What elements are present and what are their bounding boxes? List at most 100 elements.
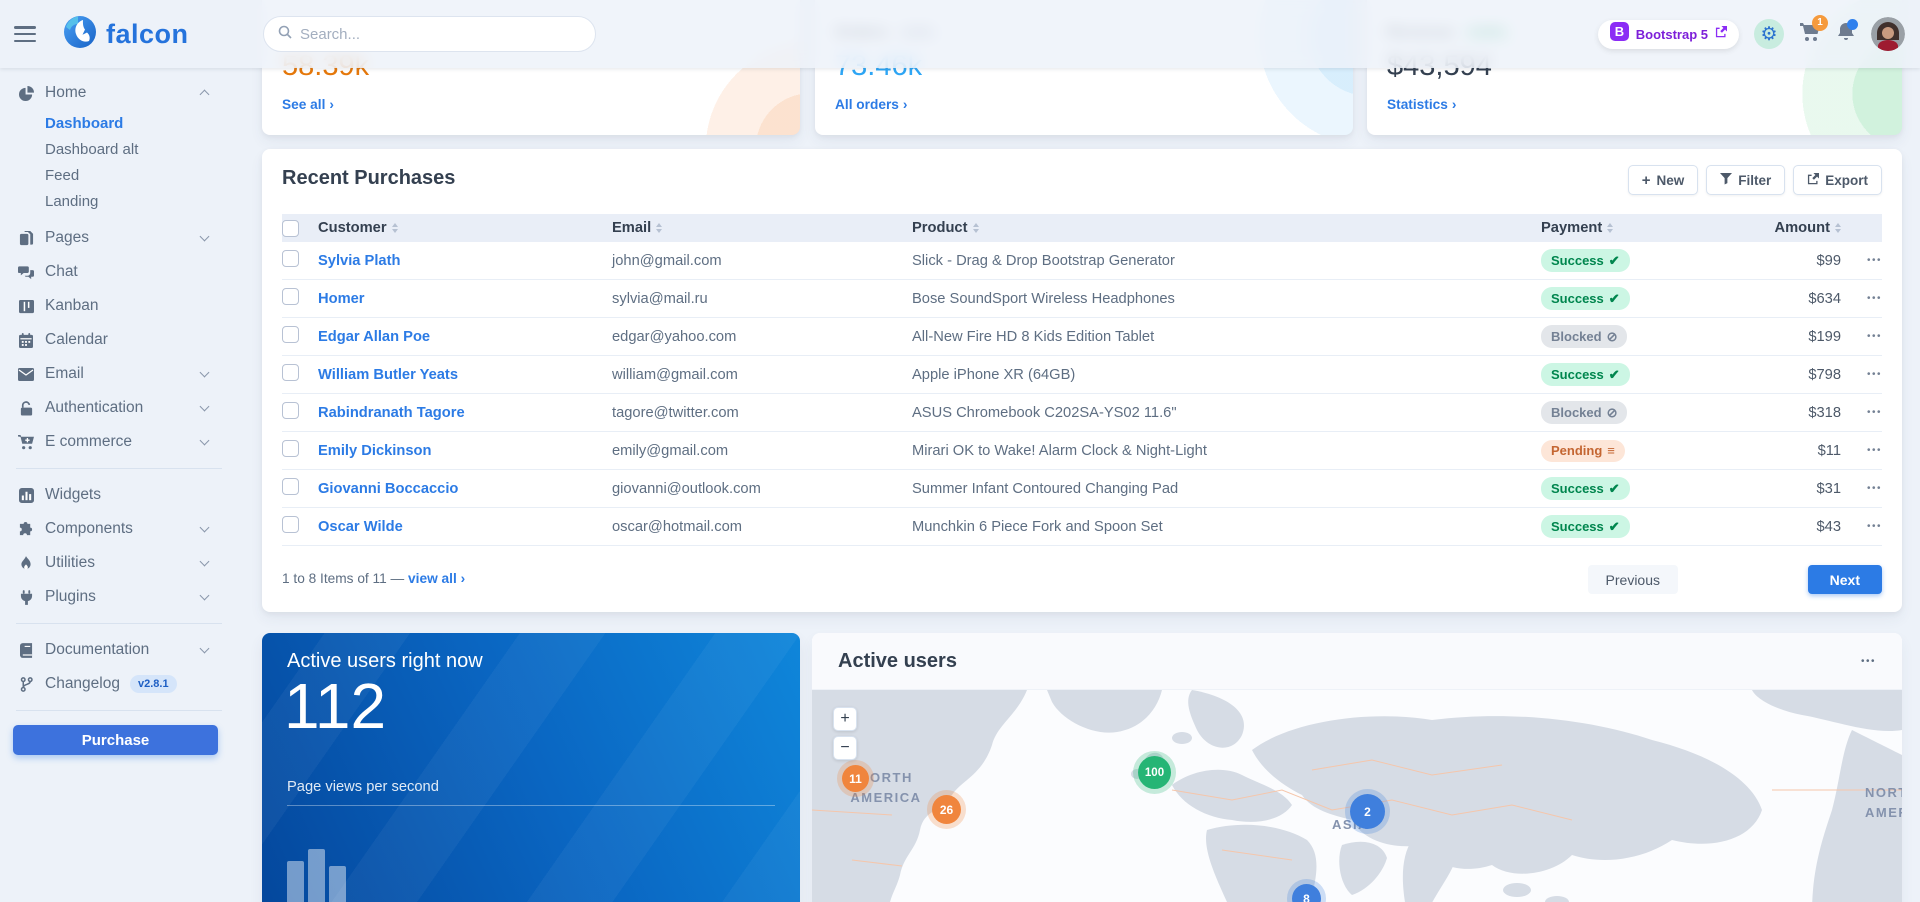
sidebar-item-feed[interactable]: Feed	[45, 166, 80, 184]
hamburger-menu-button[interactable]	[14, 26, 36, 42]
statistics-link[interactable]: Statistics ›	[1387, 97, 1457, 112]
sidebar-item-widgets[interactable]: Widgets	[0, 478, 238, 512]
next-button[interactable]: Next	[1807, 565, 1882, 594]
table-row: Giovanni Boccaccio giovanni@outlook.com …	[282, 470, 1882, 508]
row-checkbox[interactable]	[282, 325, 299, 343]
sidebar-item-plugins[interactable]: Plugins	[0, 580, 238, 614]
customer-link[interactable]: Edgar Allan Poe	[318, 328, 431, 345]
column-header-amount[interactable]: Amount	[1721, 220, 1841, 236]
see-all-link[interactable]: See all ›	[282, 97, 334, 112]
row-checkbox[interactable]	[282, 249, 299, 267]
sidebar-item-ecommerce[interactable]: E commerce	[0, 425, 238, 459]
search-box[interactable]	[263, 16, 596, 52]
row-checkbox[interactable]	[282, 439, 299, 457]
row-checkbox[interactable]	[282, 515, 299, 533]
cart-button[interactable]: 1	[1799, 14, 1828, 47]
status-badge: Success ✔	[1541, 287, 1630, 310]
map-label-north-america: NORTH AMERICA	[850, 770, 922, 806]
row-actions-button[interactable]: •••	[1866, 369, 1882, 380]
falcon-logo[interactable]: falcon	[62, 14, 189, 55]
search-input[interactable]	[300, 25, 581, 43]
map-zoom-in-button[interactable]: +	[833, 707, 857, 731]
product-cell: Munchkin 6 Piece Fork and Spoon Set	[912, 518, 1163, 535]
ban-icon: ⊘	[1606, 404, 1618, 420]
map-bubble[interactable]: 100	[1138, 756, 1171, 789]
sidebar-item-components[interactable]: Components	[0, 512, 238, 546]
row-checkbox[interactable]	[282, 363, 299, 381]
select-all-checkbox[interactable]	[282, 219, 299, 237]
row-actions-button[interactable]: •••	[1866, 331, 1882, 342]
previous-button[interactable]: Previous	[1587, 565, 1678, 594]
row-checkbox[interactable]	[282, 401, 299, 419]
world-map[interactable]: + − NORTH AMERICA ASIA NORTH AMERICA Atl…	[812, 690, 1902, 902]
sidebar-divider	[16, 468, 222, 469]
kanban-columns-icon	[16, 299, 36, 314]
sidebar-item-calendar[interactable]: Calendar	[0, 323, 238, 357]
map-bubble[interactable]: 11	[842, 765, 869, 792]
sidebar-item-email[interactable]: Email	[0, 357, 238, 391]
sidebar-item-documentation[interactable]: Documentation	[0, 633, 238, 667]
map-bubble[interactable]: 8	[1292, 884, 1321, 902]
customer-link[interactable]: Homer	[318, 290, 365, 307]
page-views-bar	[287, 861, 304, 902]
customer-link[interactable]: Rabindranath Tagore	[318, 404, 465, 421]
bootstrap-version-badge[interactable]: B Bootstrap 5	[1597, 19, 1739, 49]
column-header-payment[interactable]: Payment	[1541, 220, 1721, 236]
code-branch-icon	[16, 676, 36, 692]
new-button[interactable]: + New	[1627, 165, 1699, 195]
sidebar-item-changelog[interactable]: Changelog v2.8.1	[0, 667, 238, 701]
view-all-link[interactable]: view all ›	[408, 571, 466, 586]
chevron-down-icon	[199, 435, 210, 446]
export-button[interactable]: Export	[1793, 165, 1882, 195]
sidebar-item-kanban[interactable]: Kanban	[0, 289, 238, 323]
customer-link[interactable]: Giovanni Boccaccio	[318, 480, 459, 497]
row-actions-button[interactable]: •••	[1866, 521, 1882, 532]
sidebar-item-dashboard-alt[interactable]: Dashboard alt	[45, 140, 139, 158]
row-actions-button[interactable]: •••	[1866, 483, 1882, 494]
filter-button[interactable]: Filter	[1706, 165, 1786, 195]
map-bubble[interactable]: 2	[1350, 794, 1385, 829]
purchase-button[interactable]: Purchase	[13, 725, 218, 755]
row-checkbox[interactable]	[282, 287, 299, 305]
all-orders-link[interactable]: All orders ›	[835, 97, 908, 112]
stream-icon: ≡	[1607, 443, 1615, 458]
row-actions-button[interactable]: •••	[1866, 293, 1882, 304]
row-actions-button[interactable]: •••	[1866, 255, 1882, 266]
logo-text: falcon	[106, 19, 189, 49]
sidebar-item-home[interactable]: Home	[0, 76, 238, 110]
customer-link[interactable]: Emily Dickinson	[318, 442, 432, 459]
customer-link[interactable]: William Butler Yeats	[318, 366, 458, 383]
row-actions-button[interactable]: •••	[1866, 407, 1882, 418]
column-header-email[interactable]: Email	[612, 220, 912, 236]
page-views-bar	[308, 849, 325, 902]
recent-purchases-card: Recent Purchases + New Filter Export Cust…	[262, 149, 1902, 612]
product-cell: Summer Infant Contoured Changing Pad	[912, 480, 1179, 497]
customer-link[interactable]: Sylvia Plath	[318, 252, 401, 269]
card-menu-button[interactable]: •••	[1860, 655, 1876, 667]
active-users-map-card: Active users •••	[812, 633, 1902, 902]
map-bubble[interactable]: 26	[932, 795, 961, 824]
customer-link[interactable]: Oscar Wilde	[318, 518, 403, 535]
sidebar-item-dashboard[interactable]: Dashboard	[45, 114, 124, 132]
row-actions-button[interactable]: •••	[1866, 445, 1882, 456]
check-icon: ✔	[1608, 290, 1620, 306]
user-avatar[interactable]	[1871, 17, 1905, 51]
chevron-right-icon: ›	[902, 97, 908, 112]
map-zoom-out-button[interactable]: −	[833, 736, 857, 760]
sidebar-item-landing[interactable]: Landing	[45, 192, 99, 210]
bootstrap-label: Bootstrap 5	[1635, 26, 1708, 42]
column-header-product[interactable]: Product	[912, 220, 1541, 236]
check-icon: ✔	[1608, 518, 1620, 534]
settings-button[interactable]: ⚙	[1754, 19, 1784, 49]
column-header-customer[interactable]: Customer	[318, 220, 612, 236]
sidebar-item-authentication[interactable]: Authentication	[0, 391, 238, 425]
sidebar-item-utilities[interactable]: Utilities	[0, 546, 238, 580]
table-row: Sylvia Plath john@gmail.com Slick - Drag…	[282, 242, 1882, 280]
notifications-button[interactable]	[1836, 18, 1858, 47]
row-checkbox[interactable]	[282, 477, 299, 495]
sidebar-item-pages[interactable]: Pages	[0, 221, 238, 255]
email-cell: john@gmail.com	[612, 252, 722, 269]
sidebar-item-chat[interactable]: Chat	[0, 255, 238, 289]
email-cell: edgar@yahoo.com	[612, 328, 737, 345]
cart-count-badge: 1	[1812, 14, 1828, 31]
